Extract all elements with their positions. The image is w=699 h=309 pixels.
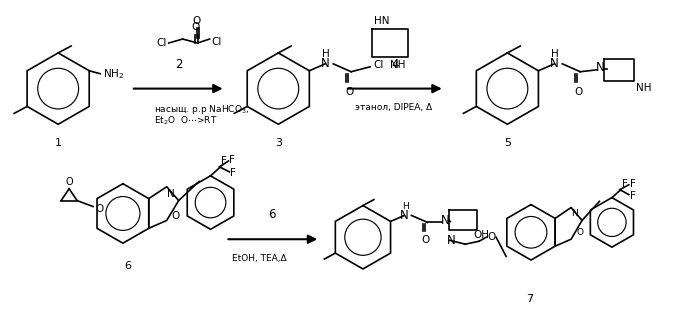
Text: H: H [552, 49, 559, 59]
Text: NH: NH [636, 83, 651, 93]
Text: OH: OH [473, 230, 489, 240]
Text: NH$_2$: NH$_2$ [103, 67, 124, 81]
Text: 6: 6 [124, 261, 131, 271]
Text: F: F [229, 155, 236, 165]
Text: F: F [630, 179, 635, 189]
Text: N: N [400, 209, 409, 222]
Text: F: F [630, 191, 635, 201]
Text: Cl: Cl [212, 37, 222, 47]
Text: Cl: Cl [373, 60, 384, 70]
Text: 6: 6 [268, 208, 276, 221]
Text: EtOH, TEA,Δ: EtOH, TEA,Δ [233, 254, 287, 263]
Text: H: H [402, 202, 409, 211]
Text: Et$_2$O  O$\cdots$>RT: Et$_2$O O$\cdots$>RT [154, 114, 217, 127]
Text: N: N [571, 210, 578, 218]
Text: N: N [321, 57, 330, 70]
Text: N: N [447, 234, 456, 247]
Text: O: O [487, 232, 496, 242]
Text: O: O [95, 204, 103, 214]
Text: O: O [345, 87, 353, 97]
Text: H: H [322, 49, 330, 59]
Text: HN: HN [374, 16, 389, 26]
Text: O: O [576, 228, 583, 237]
Text: 4: 4 [391, 58, 398, 71]
Text: 7: 7 [526, 294, 533, 304]
Text: насыщ. р.р NaHCO$_3$,: насыщ. р.р NaHCO$_3$, [154, 104, 249, 116]
Text: F: F [231, 168, 236, 178]
Text: NH: NH [390, 60, 406, 70]
Text: F: F [222, 156, 227, 166]
Text: N: N [167, 189, 175, 199]
Text: N: N [550, 57, 559, 70]
Text: N: N [441, 214, 449, 227]
Text: O: O [65, 177, 73, 187]
Text: этанол, DIPEA, Δ: этанол, DIPEA, Δ [355, 104, 432, 112]
Text: F: F [622, 179, 628, 189]
Text: N: N [596, 61, 605, 74]
Text: O: O [192, 22, 200, 32]
Text: 3: 3 [275, 138, 282, 148]
Text: Cl: Cl [157, 38, 167, 48]
Text: O: O [574, 87, 582, 97]
Text: O: O [171, 211, 180, 222]
Text: 5: 5 [504, 138, 511, 148]
Text: 1: 1 [55, 138, 62, 148]
Text: 2: 2 [175, 58, 182, 71]
Text: O: O [421, 235, 429, 245]
Text: O: O [192, 16, 201, 26]
